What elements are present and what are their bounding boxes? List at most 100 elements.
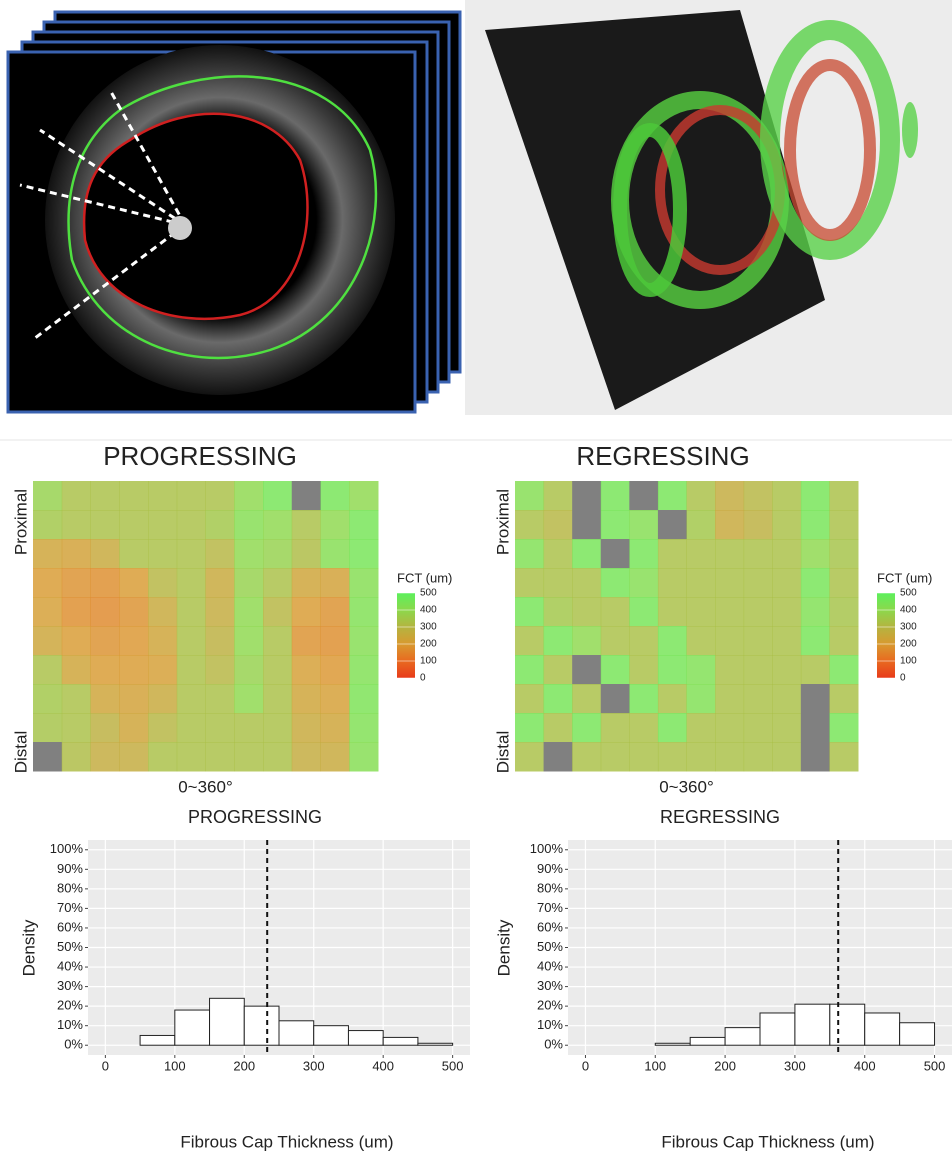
heat-cell (119, 742, 149, 772)
heat-cell (657, 742, 687, 772)
heat-cell (263, 742, 293, 772)
colorbar-title: FCT (um) (877, 570, 932, 585)
heat-cell (291, 510, 321, 540)
heat-cell (61, 510, 91, 540)
heat-cell (320, 626, 350, 656)
heat-cell (772, 713, 802, 743)
heat-cell (715, 626, 745, 656)
x-label: 0~360° (659, 777, 714, 796)
heat-cell (176, 713, 206, 743)
heat-cell (743, 655, 773, 685)
heat-cell (600, 626, 630, 656)
x-tick-label: 0 (102, 1058, 109, 1073)
heat-cell (715, 742, 745, 772)
y-tick-label: 40% (57, 958, 83, 973)
heat-cell (743, 597, 773, 627)
heat-cell (205, 684, 235, 714)
colorbar-tick-label: 300 (900, 622, 917, 633)
heat-cell (629, 568, 659, 598)
y-tick-label: 30% (57, 978, 83, 993)
hist-bar (174, 1009, 211, 1046)
heat-cell (205, 655, 235, 685)
heat-cell (657, 655, 687, 685)
heat-cell (543, 539, 573, 569)
heat-cell (600, 510, 630, 540)
heat-cell (320, 655, 350, 685)
heat-cell (90, 684, 120, 714)
heat-cell (743, 626, 773, 656)
x-label: 0~360° (178, 777, 233, 796)
heat-cell (572, 684, 602, 714)
heat-cell (686, 684, 716, 714)
heat-cell (33, 742, 63, 772)
heat-cell (291, 597, 321, 627)
heat-cell (148, 539, 178, 569)
heat-cell (572, 713, 602, 743)
marker (168, 216, 192, 240)
x-tick-label: 400 (372, 1058, 394, 1073)
heat-cell (515, 684, 545, 714)
heat-cell (572, 568, 602, 598)
heat-cell (657, 713, 687, 743)
heat-cell (715, 655, 745, 685)
colorbar-tick-label: 500 (420, 588, 437, 599)
heat-cell (572, 481, 602, 511)
heat-cell (686, 655, 716, 685)
heat-cell (234, 655, 264, 685)
heat-cell (829, 597, 859, 627)
heat-cell (629, 713, 659, 743)
heat-cell (33, 481, 63, 511)
heat-cell (600, 539, 630, 569)
heat-cell (515, 742, 545, 772)
heat-cell (715, 510, 745, 540)
heat-cell (829, 481, 859, 511)
heat-cell (829, 626, 859, 656)
heat-cell (234, 568, 264, 598)
heat-cell (772, 481, 802, 511)
heat-cell (234, 684, 264, 714)
heat-cell (263, 713, 293, 743)
heat-cell (176, 684, 206, 714)
heat-cell (657, 684, 687, 714)
heatmap-title: PROGRESSING (103, 441, 297, 471)
heat-cell (148, 713, 178, 743)
heat-cell (61, 684, 91, 714)
heat-cell (600, 481, 630, 511)
heat-cell (176, 481, 206, 511)
heat-cell (33, 510, 63, 540)
hist-bar (278, 1020, 315, 1046)
heat-cell (800, 684, 830, 714)
heat-cell (234, 626, 264, 656)
heat-cell (800, 626, 830, 656)
heat-cell (234, 481, 264, 511)
heat-cell (543, 481, 573, 511)
heat-cell (657, 539, 687, 569)
hist-bar (794, 1003, 831, 1046)
heat-cell (629, 655, 659, 685)
heat-cell (349, 655, 379, 685)
heat-cell (119, 539, 149, 569)
heat-cell (119, 510, 149, 540)
heat-cell (657, 568, 687, 598)
heat-cell (543, 568, 573, 598)
heat-cell (629, 481, 659, 511)
heat-cell (234, 597, 264, 627)
hist-bar (724, 1027, 761, 1046)
heat-cell (349, 568, 379, 598)
heat-cell (829, 510, 859, 540)
y-tick-label: 50% (57, 939, 83, 954)
y-tick-label: 100% (530, 841, 564, 856)
heat-cell (61, 539, 91, 569)
heat-cell (772, 655, 802, 685)
heat-cell (176, 510, 206, 540)
heat-cell (291, 568, 321, 598)
heat-cell (515, 655, 545, 685)
heat-cell (743, 568, 773, 598)
heat-cell (119, 481, 149, 511)
y-label-top: Proximal (493, 489, 512, 555)
outer-contour (67, 75, 378, 360)
hist-bar (382, 1036, 419, 1046)
heat-cell (119, 597, 149, 627)
y-tick-label: 60% (57, 919, 83, 934)
heat-cell (515, 626, 545, 656)
